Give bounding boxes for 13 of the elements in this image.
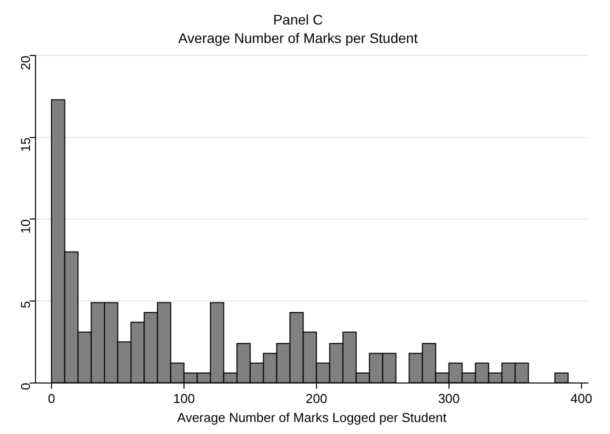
x-tick-label: 300 bbox=[438, 391, 460, 406]
y-tick-label: 0 bbox=[18, 382, 34, 390]
x-tick-label: 200 bbox=[306, 391, 328, 406]
chart-subtitle: Average Number of Marks per Student bbox=[178, 30, 418, 46]
x-tick-label: 0 bbox=[48, 391, 56, 406]
x-axis-title: Average Number of Marks Logged per Student bbox=[177, 410, 447, 425]
x-tick-label: 400 bbox=[570, 391, 592, 406]
y-tick-label: 5 bbox=[18, 301, 34, 308]
y-tick-label: 20 bbox=[18, 56, 34, 70]
y-tick-label: 10 bbox=[18, 219, 34, 234]
x-tick-label: 100 bbox=[173, 391, 195, 406]
chart-title: Panel C bbox=[273, 11, 323, 28]
y-tick-label: 15 bbox=[18, 137, 34, 152]
